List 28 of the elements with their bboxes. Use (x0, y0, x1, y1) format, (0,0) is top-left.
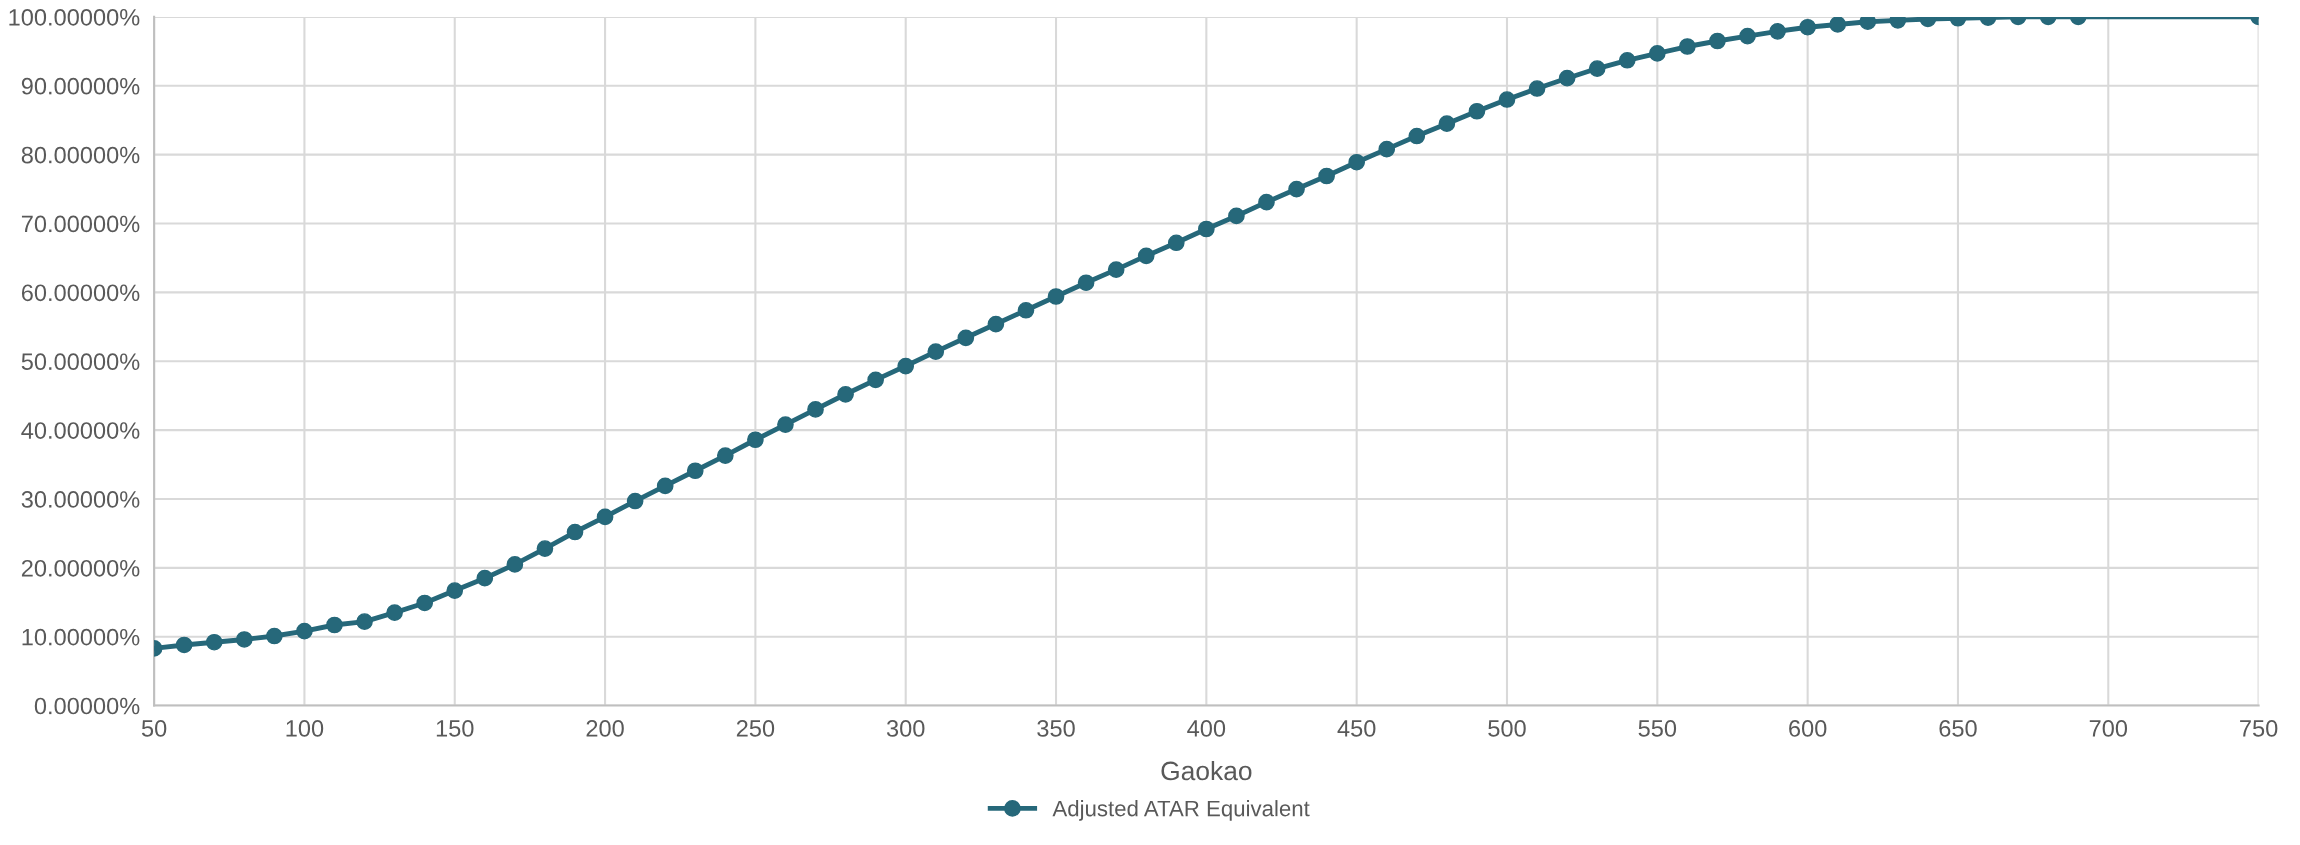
x-tick-label: 100 (286, 720, 324, 737)
x-tick-label: 200 (586, 720, 624, 737)
y-tick-label: 100.00000% (9, 8, 140, 26)
x-tick-label: 550 (1638, 720, 1677, 737)
legend-label: Adjusted ATAR Equivalent (1052, 800, 1310, 821)
x-tick-label: 650 (1939, 720, 1977, 737)
y-tick-label: 20.00000% (21, 559, 140, 577)
x-tick-label: 50 (141, 720, 167, 737)
x-tick-label: 450 (1337, 720, 1376, 737)
x-tick-label: 150 (436, 720, 474, 737)
x-tick-label: 700 (2089, 720, 2128, 737)
y-tick-label: 10.00000% (22, 628, 140, 646)
y-tick-label: 90.00000% (21, 77, 140, 95)
y-tick-label: 0.00000% (34, 697, 140, 715)
x-tick-label: 400 (1187, 720, 1226, 737)
y-tick-label: 50.00000% (21, 353, 140, 371)
x-tick-label: 600 (1789, 720, 1827, 737)
y-tick-label: 30.00000% (21, 491, 140, 508)
y-tick-label: 80.00000% (21, 146, 140, 164)
x-axis-title: Gaokao (1161, 760, 1252, 781)
y-tick-label: 70.00000% (21, 215, 140, 233)
x-tick-label: 250 (736, 720, 775, 737)
x-tick-label: 300 (886, 720, 925, 737)
y-tick-label: 60.00000% (21, 284, 140, 302)
x-tick-label: 350 (1037, 720, 1075, 737)
x-tick-label: 500 (1488, 720, 1526, 737)
x-tick-label: 750 (2240, 720, 2278, 737)
y-tick-label: 40.00000% (21, 422, 140, 439)
